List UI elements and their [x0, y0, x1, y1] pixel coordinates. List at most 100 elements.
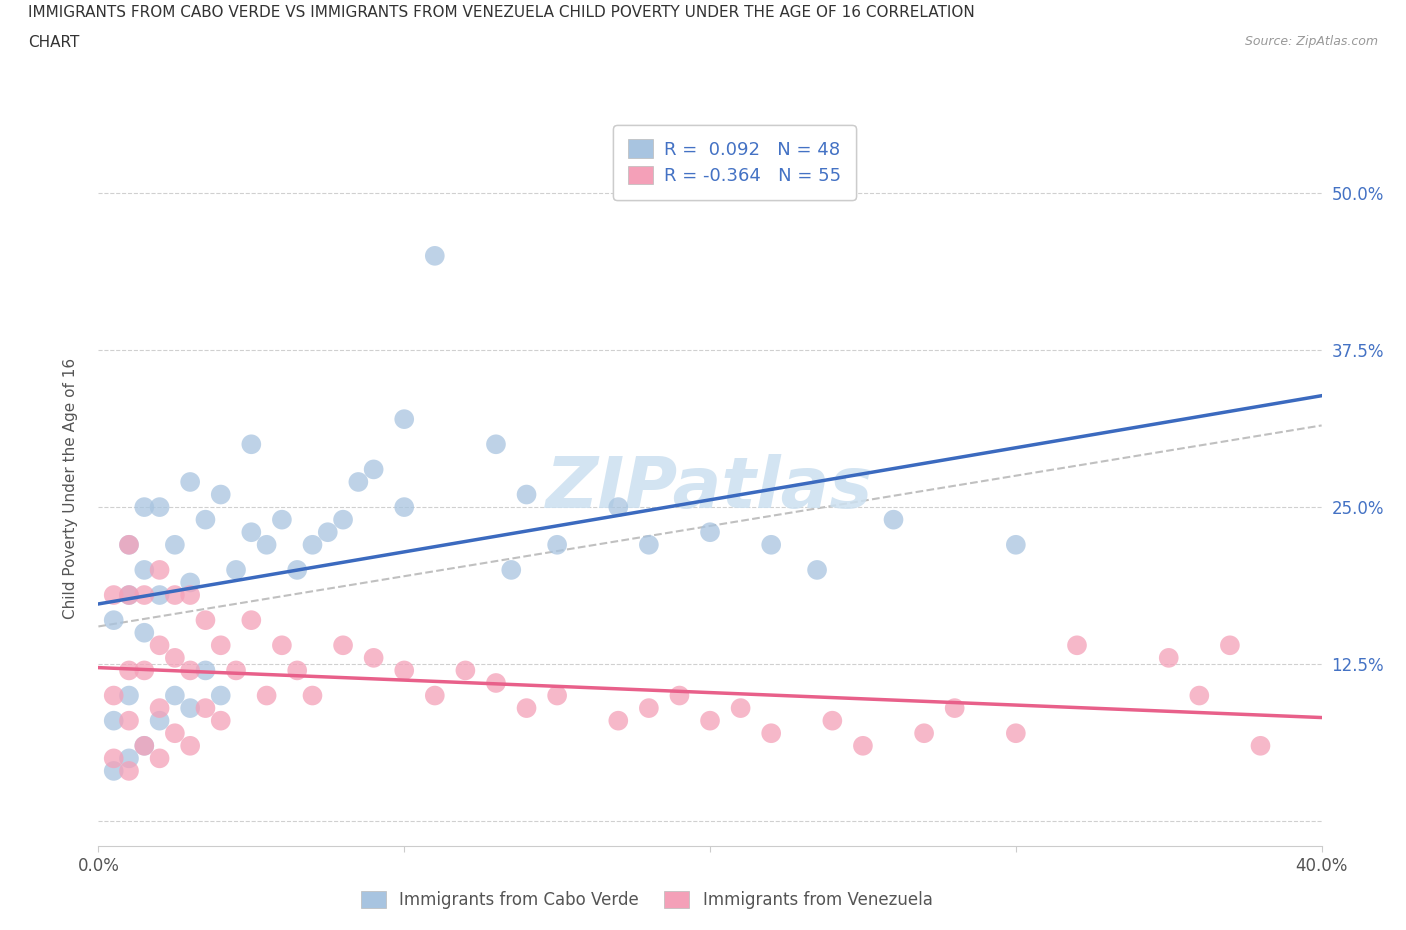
Point — [516, 487, 538, 502]
Point — [1004, 725, 1026, 740]
Point — [194, 512, 217, 527]
Point — [363, 462, 385, 477]
Point — [149, 638, 172, 653]
Point — [103, 764, 125, 778]
Point — [423, 688, 446, 703]
Legend: R =  0.092   N = 48, R = -0.364   N = 55: R = 0.092 N = 48, R = -0.364 N = 55 — [613, 125, 856, 200]
Point — [179, 474, 201, 489]
Point — [163, 725, 186, 740]
Point — [1219, 638, 1241, 653]
Point — [118, 751, 141, 765]
Point — [118, 663, 141, 678]
Point — [118, 538, 141, 552]
Point — [607, 713, 630, 728]
Point — [118, 538, 141, 552]
Point — [301, 538, 323, 552]
Point — [485, 675, 508, 690]
Point — [179, 588, 201, 603]
Legend: Immigrants from Cabo Verde, Immigrants from Venezuela: Immigrants from Cabo Verde, Immigrants f… — [353, 883, 941, 917]
Point — [118, 588, 141, 603]
Point — [149, 563, 172, 578]
Point — [149, 713, 172, 728]
Point — [1066, 638, 1088, 653]
Point — [194, 700, 217, 715]
Point — [1188, 688, 1211, 703]
Point — [501, 563, 523, 578]
Point — [103, 688, 125, 703]
Point — [699, 525, 721, 539]
Point — [179, 663, 201, 678]
Point — [546, 538, 568, 552]
Point — [852, 738, 875, 753]
Point — [363, 650, 385, 665]
Point — [103, 613, 125, 628]
Point — [270, 512, 292, 527]
Point — [134, 499, 156, 514]
Point — [209, 688, 232, 703]
Point — [179, 575, 201, 590]
Point — [134, 738, 156, 753]
Y-axis label: Child Poverty Under the Age of 16: Child Poverty Under the Age of 16 — [63, 358, 77, 618]
Point — [118, 588, 141, 603]
Text: Source: ZipAtlas.com: Source: ZipAtlas.com — [1244, 35, 1378, 48]
Point — [225, 663, 247, 678]
Point — [668, 688, 690, 703]
Point — [194, 663, 217, 678]
Point — [485, 437, 508, 452]
Point — [134, 738, 156, 753]
Point — [546, 688, 568, 703]
Point — [149, 700, 172, 715]
Point — [270, 638, 292, 653]
Text: IMMIGRANTS FROM CABO VERDE VS IMMIGRANTS FROM VENEZUELA CHILD POVERTY UNDER THE : IMMIGRANTS FROM CABO VERDE VS IMMIGRANTS… — [28, 5, 974, 20]
Point — [806, 563, 828, 578]
Point — [118, 688, 141, 703]
Point — [118, 713, 141, 728]
Text: CHART: CHART — [28, 35, 80, 50]
Point — [516, 700, 538, 715]
Point — [240, 613, 263, 628]
Point — [1157, 650, 1180, 665]
Point — [285, 563, 308, 578]
Point — [163, 588, 186, 603]
Point — [163, 688, 186, 703]
Point — [347, 474, 370, 489]
Point — [225, 563, 247, 578]
Point — [134, 663, 156, 678]
Point — [149, 751, 172, 765]
Point — [134, 625, 156, 640]
Point — [637, 538, 661, 552]
Point — [1249, 738, 1271, 753]
Point — [392, 663, 416, 678]
Point — [730, 700, 752, 715]
Point — [821, 713, 844, 728]
Point — [209, 487, 232, 502]
Point — [179, 738, 201, 753]
Point — [209, 638, 232, 653]
Point — [163, 538, 186, 552]
Point — [759, 725, 782, 740]
Point — [316, 525, 339, 539]
Point — [607, 499, 630, 514]
Point — [134, 563, 156, 578]
Point — [699, 713, 721, 728]
Point — [392, 499, 416, 514]
Point — [256, 538, 278, 552]
Point — [103, 713, 125, 728]
Point — [194, 613, 217, 628]
Point — [1004, 538, 1026, 552]
Point — [256, 688, 278, 703]
Point — [240, 437, 263, 452]
Point — [637, 700, 661, 715]
Point — [163, 650, 186, 665]
Point — [149, 499, 172, 514]
Point — [423, 248, 446, 263]
Point — [179, 700, 201, 715]
Point — [392, 412, 416, 427]
Point — [332, 512, 354, 527]
Point — [103, 751, 125, 765]
Point — [301, 688, 323, 703]
Point — [332, 638, 354, 653]
Point — [134, 588, 156, 603]
Point — [149, 588, 172, 603]
Point — [118, 764, 141, 778]
